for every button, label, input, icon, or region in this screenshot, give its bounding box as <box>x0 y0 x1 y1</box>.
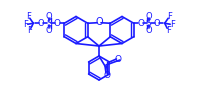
Text: O: O <box>145 12 152 21</box>
Text: F: F <box>27 26 32 35</box>
Text: F: F <box>26 12 31 21</box>
Text: O: O <box>46 12 53 21</box>
Text: O: O <box>137 19 144 28</box>
Text: S: S <box>146 19 151 28</box>
Text: F: F <box>170 20 175 29</box>
Text: F: F <box>166 26 171 35</box>
Text: F: F <box>23 20 28 29</box>
Text: O: O <box>153 19 160 28</box>
Text: O: O <box>46 26 53 35</box>
Text: O: O <box>145 26 152 35</box>
Text: O: O <box>95 17 103 27</box>
Text: O: O <box>54 19 61 28</box>
Text: O: O <box>38 19 45 28</box>
Text: S: S <box>47 19 52 28</box>
Text: O: O <box>115 55 122 63</box>
Text: O: O <box>104 70 110 79</box>
Text: F: F <box>167 12 172 21</box>
